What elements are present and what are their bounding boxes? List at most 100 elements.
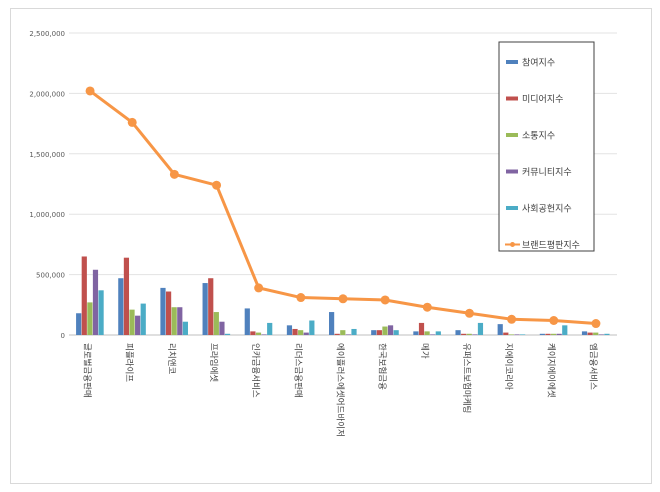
line-point <box>464 308 474 318</box>
bar <box>255 332 262 335</box>
x-tick-label: 엠금융서비스 <box>587 343 598 390</box>
y-tick-label: 0 <box>61 332 65 340</box>
y-axis: 0 500,000 1,000,000 1,500,000 2,000,000 2,500… <box>29 30 65 340</box>
x-tick-label: 유퍼스트보험마케팅 <box>461 343 472 413</box>
bar <box>213 312 219 335</box>
x-tick-label: 지에이코리아 <box>503 343 514 390</box>
legend-label: 커뮤니티지수 <box>522 167 572 178</box>
bar <box>224 333 231 335</box>
legend-label: 미디어지수 <box>522 94 563 105</box>
x-axis: 글로벌금융판매 피플라이프 리치앤코 프라임에셋 인카금융서비스 리더스금융판매 에이플러스… <box>82 343 599 437</box>
grid-lines <box>69 32 617 336</box>
bar <box>604 333 610 335</box>
bar <box>329 312 335 335</box>
x-tick-label: 인카금융서비스 <box>250 343 261 398</box>
chart: 0 500,000 1,000,000 1,500,000 2,000,000 2,500… <box>29 30 617 437</box>
bar <box>598 334 604 335</box>
line-point <box>338 294 348 304</box>
x-tick-label: 리더스금융판매 <box>292 343 302 398</box>
line-point <box>169 169 179 179</box>
bar <box>334 333 340 335</box>
bar <box>593 332 599 335</box>
bar <box>171 307 177 335</box>
bar <box>508 334 515 335</box>
bar <box>345 334 351 335</box>
line-point <box>507 314 517 324</box>
legend-label: 사회공헌지수 <box>522 204 572 215</box>
legend-label: 소통지수 <box>522 131 555 142</box>
line-point <box>422 302 432 312</box>
bar <box>98 290 104 335</box>
x-tick-label: 프라임에셋 <box>208 343 219 382</box>
legend-swatch <box>506 169 518 174</box>
legend-swatch <box>510 242 515 247</box>
bar <box>135 315 141 335</box>
bar <box>424 331 430 335</box>
bar <box>435 331 441 335</box>
line-point <box>296 293 306 303</box>
bar <box>202 283 208 335</box>
x-tick-label: 한국보험금융 <box>377 343 387 390</box>
x-tick-label: 에이플러스에셋어드바이저 <box>335 343 346 437</box>
legend-swatch <box>506 60 518 64</box>
bar <box>165 291 172 335</box>
y-tick-label: 500,000 <box>36 272 65 280</box>
bar <box>477 322 484 335</box>
bar <box>497 324 503 335</box>
bar <box>250 331 256 335</box>
bar <box>160 287 166 335</box>
bar <box>177 307 183 335</box>
legend-box <box>498 41 595 252</box>
bar <box>182 321 188 335</box>
line-point <box>85 86 95 96</box>
bar <box>286 325 293 335</box>
line-point <box>549 316 559 326</box>
bar <box>466 333 472 335</box>
x-tick-label: 메가 <box>419 343 429 359</box>
bar <box>92 269 99 335</box>
chart-frame: 0 500,000 1,000,000 1,500,000 2,000,000 2,500… <box>10 8 652 484</box>
bar <box>550 333 557 335</box>
bar <box>129 309 135 335</box>
x-tick-label: 케이지에이에셋 <box>545 343 556 398</box>
legend-label: 브랜드평판지수 <box>522 240 580 251</box>
bar <box>123 257 130 335</box>
line-point <box>380 295 390 305</box>
bar <box>76 313 82 335</box>
y-tick-label: 2,000,000 <box>29 90 65 98</box>
bar <box>520 334 526 335</box>
line-point <box>127 117 137 127</box>
bar <box>413 331 419 335</box>
bar <box>298 330 304 335</box>
bar <box>556 333 562 335</box>
bar <box>140 303 146 335</box>
legend-label: 참여지수 <box>522 57 555 69</box>
legend-swatch <box>506 206 518 210</box>
bar <box>387 325 394 335</box>
bar <box>87 302 93 335</box>
x-tick-label: 리치앤코 <box>166 343 177 374</box>
bar <box>219 321 225 335</box>
bar <box>382 326 388 335</box>
bar <box>340 330 346 335</box>
legend-swatch <box>506 133 518 137</box>
bar <box>430 334 436 335</box>
line-point <box>254 283 264 293</box>
bar <box>371 330 377 335</box>
bar <box>267 322 273 335</box>
legend-swatch <box>506 96 518 101</box>
y-tick-label: 1,500,000 <box>29 151 65 159</box>
bar <box>393 330 399 335</box>
x-tick-label: 피플라이프 <box>124 343 135 382</box>
bar <box>208 278 214 335</box>
bars <box>76 256 610 335</box>
bar <box>351 328 357 335</box>
bar <box>587 332 593 335</box>
bar <box>503 332 509 335</box>
bar <box>376 330 382 335</box>
bar <box>455 330 461 335</box>
bar <box>472 334 478 335</box>
bar <box>418 322 425 335</box>
line-point <box>591 319 601 329</box>
